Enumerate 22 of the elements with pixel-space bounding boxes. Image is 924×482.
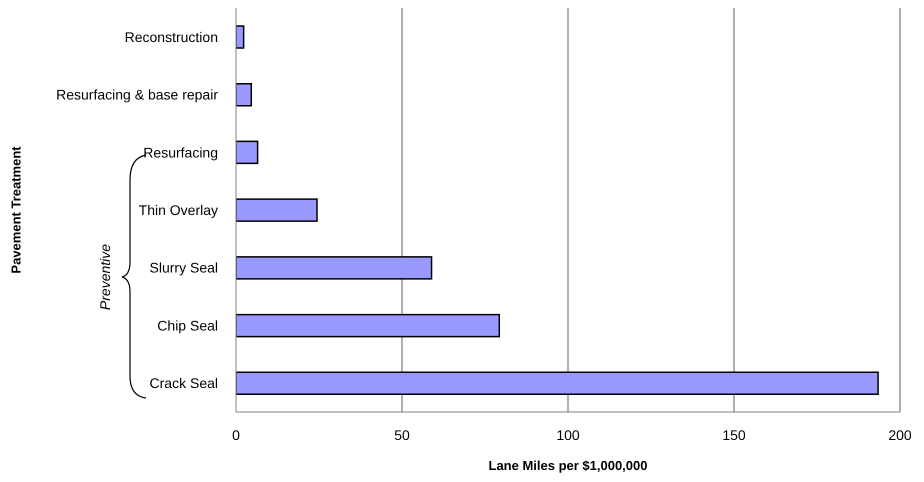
y-tick-label: Resurfacing & base repair	[56, 86, 218, 103]
x-tick-label: 200	[888, 426, 912, 443]
y-axis-title: Pavement Treatment	[8, 146, 24, 274]
x-tick-label: 0	[232, 426, 240, 443]
x-tick-label: 150	[722, 426, 746, 443]
bar	[236, 82, 252, 106]
x-axis-title: Lane Miles per $1,000,000	[488, 458, 648, 473]
bar	[236, 372, 879, 396]
bar	[236, 256, 432, 280]
y-tick-label: Reconstruction	[124, 28, 218, 45]
bar	[236, 25, 244, 49]
x-tick-label: 50	[394, 426, 410, 443]
bar	[236, 140, 258, 164]
y-tick-label: Resurfacing	[143, 144, 218, 160]
y-tick-label: Slurry Seal	[150, 260, 218, 276]
y-tick-label: Thin Overlay	[138, 202, 218, 218]
y-tick-label: Chip Seal	[157, 317, 218, 334]
y-tick-label: Crack Seal	[150, 375, 218, 392]
bar	[236, 314, 500, 338]
x-tick-label: 100	[556, 426, 580, 443]
bar	[236, 198, 318, 222]
text: Preventive	[97, 244, 113, 310]
